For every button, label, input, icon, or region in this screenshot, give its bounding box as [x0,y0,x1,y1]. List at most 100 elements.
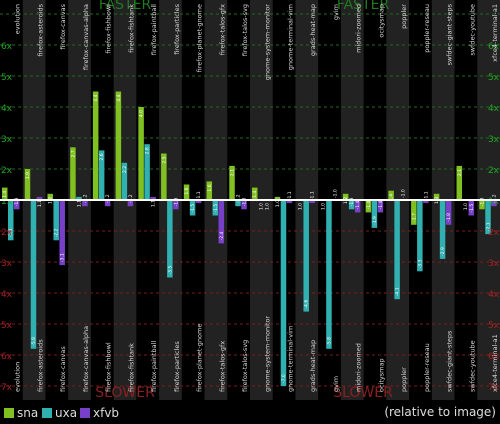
bar-label-uxa: -5.8 [326,337,332,346]
category-label-top: firefox-fishbowl [105,4,113,54]
category-label-top: poppler [400,4,408,29]
legend-item-xfvb: xfvb [80,406,119,420]
bar-sna [138,107,144,200]
bar-uxa [53,200,59,241]
bar-label-xfvb: -1.4 [355,200,361,209]
category-label-top: firefox-talos-svg [241,4,249,56]
bar-uxa [8,200,14,241]
y-tick-bottom-right: 7x [488,383,500,393]
bar-label-xfvb: -1.5 [469,204,475,213]
bar-label-sna: 2.1 [457,169,463,176]
bar-sna [229,165,235,200]
bar-label-xfvb: 1.1 [151,200,157,207]
legend-swatch-uxa [42,408,52,418]
bar-uxa [417,200,423,272]
legend-item-sna: sna [4,406,38,420]
bar-uxa [30,200,37,349]
bar-label-sna: 1.6 [184,187,190,194]
bar-xfvb [423,200,429,204]
bar-label-sna: 1.0 [320,203,326,210]
legend-label-sna: sna [17,406,39,420]
bar-label-uxa: -1.5 [213,204,219,213]
bar-label-sna: 2.5 [161,156,167,163]
category-label-top: ocitysmap [377,4,385,38]
y-tick-bottom-left: 5x [1,321,13,331]
bar-label-uxa: -5.8 [31,337,37,346]
y-tick-top-left: 6x [1,42,13,52]
bar-xfvb [468,200,475,216]
bar-label-xfvb: -1.1 [287,191,293,200]
bar-label-xfvb: -1.2 [128,194,134,203]
y-tick-top-right: 1x [488,197,500,207]
category-label-top: xfce4-terminal-a1 [491,4,499,62]
bar-label-xfvb: -1.1 [310,191,316,200]
category-label-bottom: firefox-fishtank [127,343,135,392]
bar-label-sna: 1.6 [207,184,213,191]
bar-sna [252,187,258,200]
bar-xfvb [127,200,134,207]
category-label-top: firefox-paintball [150,4,158,55]
category-label-bottom: firefox-asteroids [36,339,44,392]
bar-sna [456,165,463,200]
category-label-bottom: swfdec-giant-steps [446,330,454,392]
category-label-top: firefox-talos-gfx [218,4,226,55]
bar-uxa [439,200,446,259]
bar-label-xfvb: -1.2 [492,194,498,203]
category-label-bottom: gvim [332,376,340,392]
category-label-top: gnome-terminal-vim [286,4,294,70]
bar-sna [411,200,417,225]
bar-label-sna: 2.7 [70,150,76,157]
bar-xfvb [491,200,497,207]
category-label-top: swfdec-giant-steps [446,3,454,65]
category-label-bottom: poppler [400,367,408,392]
bar-label-uxa: 2.6 [99,153,105,160]
bar-xfvb [150,196,156,200]
category-label-bottom: xfce4-terminal-a1 [491,334,499,392]
category-label-bottom: grads-heat-map [309,340,317,392]
bar-sna [479,200,485,210]
bar-uxa [98,150,105,200]
y-tick-bottom-left: 6x [1,352,13,362]
slower-banner: SLOWER [333,385,393,400]
faster-banner: FASTER [337,0,390,13]
faster-banner: FASTER [99,0,152,13]
legend-label-uxa: uxa [55,406,78,420]
bar-label-xfvb: -1.4 [378,200,384,209]
bar-label-sna: 1.0 [298,203,304,210]
benchmark-chart: FASTER SLOWER FASTER SLOWER 1.4 -2.3 -1.3 1.9 -… [0,0,500,400]
bar-xfvb [218,200,225,244]
category-label-top: grads-heat-map [309,4,317,56]
slower-banner: SLOWER [95,385,155,400]
bar-label-uxa: -1.5 [190,204,196,213]
bar-label-uxa: -1.9 [372,216,378,225]
bar-sna [92,91,99,200]
category-label-top: firefox-asteroids [36,3,44,56]
bar-uxa [348,200,355,210]
bar-label-uxa: -7.0 [281,374,287,383]
bar-xfvb [14,200,20,210]
bar-label-uxa: -3.3 [417,259,423,268]
category-label-bottom: firefox-fishbowl [105,342,113,392]
bar-label-sna: 2.1 [230,169,236,176]
category-label-bottom: firefox-paintball [150,341,158,392]
bar-sna [433,193,440,200]
legend-item-uxa: uxa [42,406,77,420]
bar-label-sna: 1.9 [25,172,31,179]
bar-label-uxa: -2.9 [440,247,446,256]
bar-label-uxa: 1.1 [76,200,82,207]
bar-label-sna: -1.4 [366,200,372,209]
bar-xfvb [377,200,384,213]
bar-xfvb [173,200,179,210]
y-tick-bottom-left: 4x [1,290,13,300]
category-label-bottom: firefox-planet-gnome [196,324,204,392]
bar-label-sna: -1.3 [480,197,486,206]
legend: sna uxa xfvb (relative to image) [0,404,500,424]
category-label-top: midori-zoomed [355,4,363,53]
bar-uxa [280,200,287,386]
bar-label-uxa: -1.2 [236,194,242,203]
y-tick-top-right: 2x [488,166,500,176]
bar-label-uxa: -1.3 [349,197,355,206]
bar-label-xfvb: -1.3 [242,197,248,206]
bar-uxa [144,144,150,200]
bar-uxa [394,200,400,300]
